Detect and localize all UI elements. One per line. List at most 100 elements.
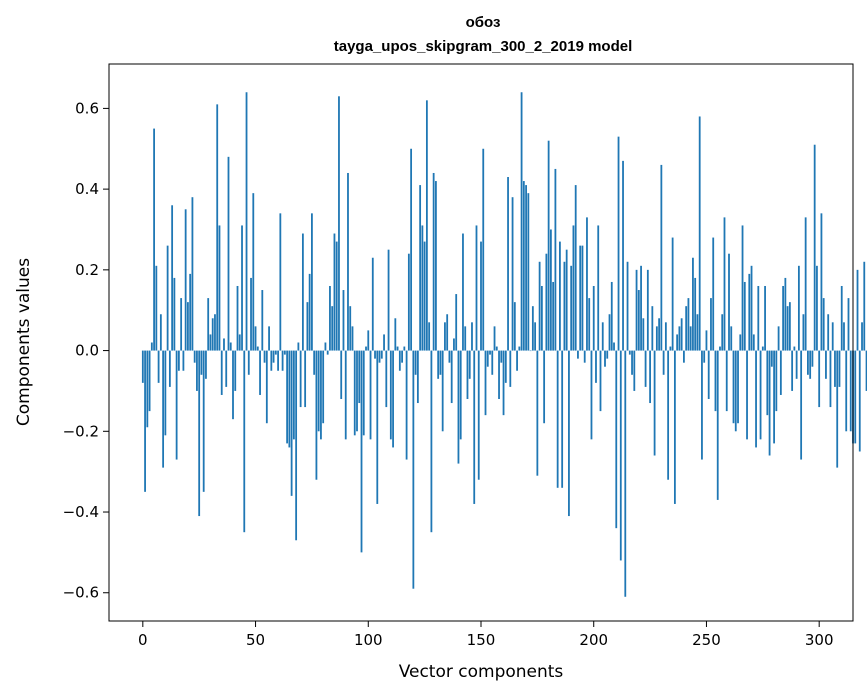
bar <box>741 225 744 351</box>
bar <box>854 350 857 444</box>
bar <box>207 298 210 351</box>
bar <box>421 225 424 351</box>
bar <box>410 148 413 351</box>
bar <box>527 193 530 351</box>
bar <box>175 350 178 460</box>
bar <box>389 350 392 440</box>
bar <box>403 346 406 351</box>
bar <box>317 350 320 432</box>
bar <box>797 265 800 351</box>
bar <box>308 273 311 351</box>
bar <box>182 350 185 371</box>
bar <box>818 350 821 408</box>
bar <box>813 144 816 351</box>
y-tick-label: 0.0 <box>75 342 99 360</box>
bar <box>651 306 654 351</box>
bar <box>502 350 505 416</box>
bar <box>716 350 719 500</box>
bar <box>428 322 431 351</box>
bar <box>299 350 302 408</box>
bar <box>177 350 180 371</box>
plot-frame <box>108 63 854 622</box>
bar <box>401 350 403 363</box>
bar <box>689 326 692 351</box>
bar <box>816 265 818 351</box>
bar <box>592 285 595 351</box>
bar <box>378 350 381 363</box>
bar <box>752 334 755 351</box>
bar <box>234 350 237 391</box>
bar <box>678 326 681 351</box>
bar <box>164 350 167 436</box>
bar <box>380 350 383 359</box>
bar <box>701 350 703 460</box>
bar <box>777 326 780 351</box>
bar <box>292 350 295 440</box>
bar <box>622 160 624 351</box>
bar <box>746 350 748 440</box>
bar <box>225 350 228 387</box>
bar <box>425 100 428 351</box>
bar <box>254 326 257 351</box>
bar <box>168 350 171 387</box>
bar <box>712 237 715 351</box>
bar <box>297 342 300 351</box>
bar <box>809 350 812 379</box>
bar <box>703 350 706 363</box>
bar <box>561 350 564 488</box>
bar <box>820 213 823 351</box>
bar <box>189 273 192 351</box>
bar <box>834 350 836 387</box>
x-tick-label: 100 <box>354 631 383 649</box>
bar <box>272 350 275 363</box>
bar <box>288 350 291 448</box>
bar <box>173 277 176 351</box>
y-tick-label: 0.6 <box>75 99 99 117</box>
bar <box>509 350 512 387</box>
bar <box>227 156 230 351</box>
bar <box>329 285 331 351</box>
bar <box>619 350 622 561</box>
bar <box>277 350 279 371</box>
x-axis-label: Vector components <box>399 662 564 682</box>
bar <box>764 285 766 351</box>
bar <box>322 350 325 424</box>
chart-subtitle: tayga_upos_skipgram_300_2_2019 model <box>334 38 633 55</box>
bar <box>507 177 509 351</box>
bar <box>473 350 476 504</box>
bar <box>202 350 205 492</box>
bar <box>698 116 701 351</box>
bar <box>475 225 478 351</box>
bar <box>613 342 615 351</box>
bar <box>610 281 613 351</box>
bar <box>342 290 345 351</box>
bar <box>148 350 151 412</box>
bar <box>522 181 525 351</box>
bar <box>626 261 629 351</box>
bar <box>211 318 214 351</box>
bar <box>719 346 721 351</box>
bar <box>500 350 503 363</box>
bar <box>180 298 183 351</box>
bar <box>324 342 327 351</box>
bar <box>256 346 259 351</box>
bar <box>457 350 460 464</box>
bar <box>159 314 162 351</box>
bar <box>184 209 187 351</box>
bar <box>768 350 771 456</box>
bar <box>671 237 674 351</box>
bar <box>191 197 194 351</box>
bar <box>356 350 358 432</box>
bar <box>723 217 726 351</box>
bar <box>480 241 482 351</box>
bar <box>773 350 775 444</box>
bar <box>673 350 676 504</box>
bar <box>581 245 584 351</box>
bar <box>462 233 464 351</box>
chart-title: обоз <box>466 14 501 31</box>
bar <box>200 350 203 375</box>
bar <box>642 318 645 351</box>
bar <box>398 350 401 371</box>
bar <box>166 245 169 351</box>
